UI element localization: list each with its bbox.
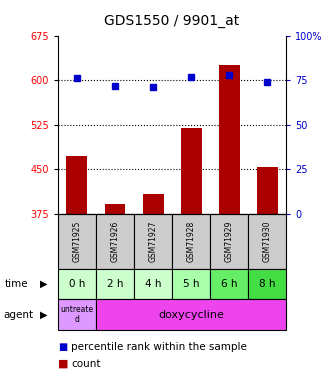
Text: untreate
d: untreate d [60, 305, 94, 324]
Text: count: count [71, 359, 101, 369]
Text: doxycycline: doxycycline [158, 310, 224, 320]
Text: 5 h: 5 h [183, 279, 199, 289]
Bar [172, 214, 210, 268]
Text: 0 h: 0 h [69, 279, 85, 289]
Text: 6 h: 6 h [221, 279, 237, 289]
Text: time: time [5, 279, 28, 289]
Bar [248, 214, 286, 268]
Bar [181, 128, 202, 214]
Bar [172, 268, 210, 299]
Text: GSM71928: GSM71928 [187, 220, 196, 262]
Text: ▶: ▶ [40, 279, 47, 289]
Bar [96, 268, 134, 299]
Bar [248, 268, 286, 299]
Text: 4 h: 4 h [145, 279, 161, 289]
Text: GSM71929: GSM71929 [225, 220, 234, 262]
Bar [210, 268, 248, 299]
Text: ▶: ▶ [40, 310, 47, 320]
Text: GDS1550 / 9901_at: GDS1550 / 9901_at [105, 14, 240, 28]
Bar [143, 195, 164, 214]
Bar [134, 268, 172, 299]
Text: GSM71930: GSM71930 [263, 220, 272, 262]
Text: ■: ■ [58, 342, 67, 352]
Text: GSM71925: GSM71925 [72, 220, 81, 262]
Bar [58, 299, 96, 330]
Bar [105, 204, 125, 214]
Bar [96, 299, 286, 330]
Bar [257, 166, 278, 214]
Text: agent: agent [3, 310, 33, 320]
Text: ■: ■ [58, 359, 69, 369]
Text: GSM71927: GSM71927 [149, 220, 158, 262]
Bar [58, 268, 96, 299]
Text: 2 h: 2 h [107, 279, 123, 289]
Bar [210, 214, 248, 268]
Text: percentile rank within the sample: percentile rank within the sample [71, 342, 247, 352]
Bar [219, 65, 240, 214]
Bar [96, 214, 134, 268]
Bar [67, 156, 87, 214]
Text: 8 h: 8 h [259, 279, 275, 289]
Bar [134, 214, 172, 268]
Bar [58, 214, 96, 268]
Text: GSM71926: GSM71926 [111, 220, 119, 262]
